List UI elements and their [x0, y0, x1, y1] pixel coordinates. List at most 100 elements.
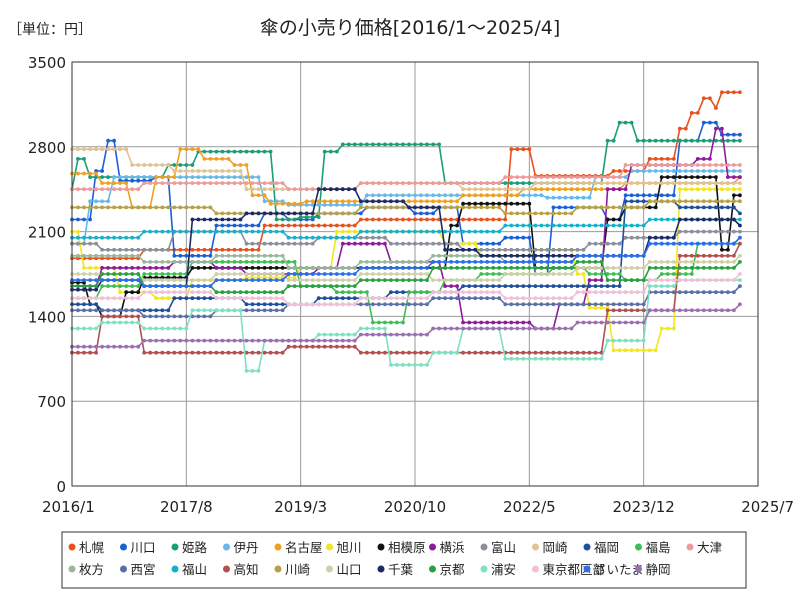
- data-point: [220, 149, 225, 154]
- data-point: [304, 203, 309, 207]
- data-point: [491, 278, 496, 282]
- data-point: [497, 290, 502, 295]
- data-point: [581, 356, 586, 361]
- data-point: [629, 320, 634, 325]
- data-point: [611, 175, 616, 180]
- data-point: [714, 308, 718, 313]
- data-point: [280, 223, 285, 228]
- data-point: [401, 229, 405, 234]
- data-point: [593, 320, 598, 325]
- data-point: [82, 147, 86, 152]
- data-point: [407, 229, 411, 234]
- x-tick-label: 2017/8: [160, 498, 213, 516]
- data-point: [322, 272, 327, 276]
- data-point: [130, 253, 135, 258]
- data-point: [142, 272, 147, 276]
- series-line: [72, 218, 740, 239]
- data-point: [623, 253, 628, 258]
- data-point: [304, 278, 309, 282]
- data-point: [545, 260, 550, 264]
- data-point: [509, 356, 514, 361]
- data-point: [76, 278, 80, 282]
- data-point: [94, 284, 98, 288]
- data-point: [274, 290, 279, 295]
- data-point: [136, 278, 141, 282]
- data-point: [539, 211, 544, 216]
- data-point: [617, 187, 622, 192]
- data-point: [738, 235, 742, 240]
- data-point: [521, 284, 526, 288]
- data-point: [88, 205, 92, 210]
- data-point: [365, 199, 369, 204]
- data-point: [383, 217, 387, 222]
- data-point: [443, 290, 447, 295]
- data-point: [124, 344, 129, 349]
- data-point: [389, 193, 393, 198]
- data-point: [328, 187, 333, 192]
- data-point: [268, 260, 273, 264]
- data-point: [274, 302, 279, 307]
- data-point: [503, 253, 508, 258]
- data-point: [708, 175, 712, 180]
- data-point: [322, 278, 327, 282]
- data-point: [202, 229, 207, 234]
- data-point: [220, 253, 225, 258]
- data-point: [220, 211, 225, 216]
- data-point: [689, 175, 694, 180]
- data-point: [509, 181, 514, 186]
- data-point: [587, 181, 592, 186]
- data-point: [322, 199, 327, 204]
- data-point: [208, 181, 213, 186]
- data-point: [280, 266, 285, 270]
- data-point: [166, 175, 171, 180]
- data-point: [178, 326, 183, 331]
- data-point: [358, 211, 363, 216]
- data-point: [431, 241, 435, 246]
- data-point: [593, 302, 598, 307]
- data-point: [184, 290, 189, 295]
- data-point: [527, 326, 532, 331]
- data-point: [581, 253, 586, 258]
- data-point: [671, 217, 676, 222]
- data-point: [581, 284, 586, 288]
- data-point: [653, 193, 658, 198]
- data-point: [352, 338, 357, 343]
- data-point: [641, 138, 646, 143]
- data-point: [208, 296, 213, 301]
- series-line: [72, 255, 741, 281]
- data-point: [473, 205, 478, 210]
- data-point: [720, 217, 724, 222]
- data-point: [720, 241, 724, 246]
- data-point: [262, 278, 267, 282]
- data-point: [551, 326, 556, 331]
- data-point: [479, 217, 484, 222]
- series-line: [72, 200, 741, 312]
- data-point: [677, 217, 682, 222]
- data-point: [118, 147, 122, 152]
- data-point: [605, 217, 610, 222]
- data-point: [695, 278, 700, 282]
- data-point: [701, 205, 706, 210]
- data-point: [124, 296, 129, 301]
- data-point: [118, 284, 122, 288]
- data-point: [352, 211, 357, 216]
- series-静岡: [70, 302, 742, 349]
- data-point: [467, 266, 472, 270]
- data-point: [154, 278, 159, 282]
- data-point: [738, 241, 742, 246]
- data-point: [389, 272, 393, 276]
- data-point: [148, 326, 153, 331]
- data-point: [732, 253, 736, 258]
- data-point: [214, 260, 219, 264]
- data-point: [521, 211, 526, 216]
- data-point: [100, 308, 104, 313]
- data-point: [599, 306, 604, 310]
- data-point: [677, 199, 682, 204]
- data-point: [365, 181, 369, 186]
- data-point: [515, 247, 520, 252]
- data-point: [491, 187, 496, 192]
- data-point: [503, 260, 508, 264]
- data-point: [599, 290, 604, 295]
- data-point: [683, 260, 688, 264]
- data-point: [509, 320, 514, 325]
